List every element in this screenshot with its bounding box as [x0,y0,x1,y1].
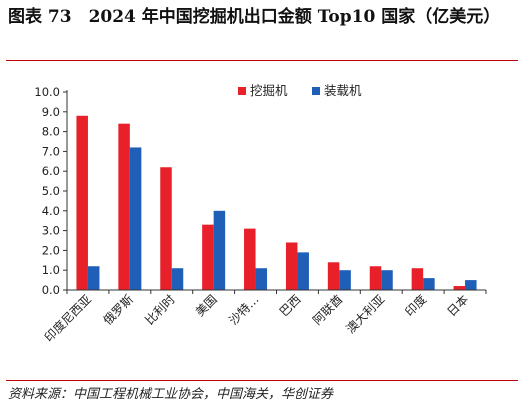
y-tick-label: 7.0 [42,144,60,158]
bar-loader [465,280,477,290]
y-tick-label: 5.0 [42,184,60,198]
bar-excavator [202,224,214,290]
bar-chart: 0.0 1.0 2.0 3.0 4.0 5.0 6.0 7.0 8.0 9.0 10.0 印度尼西亚… [34,83,487,345]
y-tick-label: 4.0 [42,204,60,218]
bar-loader [423,278,435,290]
x-tick-label: 日本 [444,292,471,319]
legend-label-loader: 装载机 [324,83,362,98]
bar-loader [297,252,309,290]
bottom-divider [6,380,518,381]
x-tick-label: 沙特… [226,292,262,328]
bar-loader [213,210,226,290]
x-tick-label: 美国 [193,292,220,319]
bar-loader [171,268,184,290]
x-tick-label: 比利时 [143,292,178,327]
bar-excavator [453,286,466,290]
y-axis-ticks: 0.0 1.0 2.0 3.0 4.0 5.0 6.0 7.0 8.0 9.0 10.0 [34,85,67,297]
x-tick-label: 澳大利亚 [344,292,388,336]
bar-excavator [369,266,382,290]
y-tick-label: 3.0 [42,224,60,238]
axes-group [66,90,487,294]
top-divider [6,60,518,61]
bar-excavator [244,228,256,290]
legend-label-excavator: 挖掘机 [250,83,288,98]
bars-group [76,115,477,291]
x-tick-label: 阿联酋 [309,292,345,328]
bar-loader [255,268,268,290]
bar-excavator [285,242,298,290]
y-tick-label: 9.0 [42,105,60,119]
x-tick-label: 印度尼西亚 [41,292,94,345]
legend-swatch-loader [312,87,320,95]
x-tick-label: 巴西 [277,292,304,319]
y-tick-label: 2.0 [42,243,60,257]
bar-excavator [76,115,88,290]
y-tick-label: 0.0 [42,283,60,297]
bar-loader [87,266,100,290]
chart-area: 0.0 1.0 2.0 3.0 4.0 5.0 6.0 7.0 8.0 9.0 10.0 印度尼西亚… [0,64,524,378]
bar-excavator [160,167,172,290]
bar-excavator [118,123,130,291]
bar-loader [381,270,393,290]
bar-excavator [411,268,424,290]
y-tick-label: 8.0 [42,125,60,139]
y-tick-label: 6.0 [42,164,60,178]
source-note: 资料来源：中国工程机械工业协会，中国海关，华创证券 [8,387,334,402]
bar-excavator [327,262,340,290]
chart-title: 图表 73 2024 年中国挖掘机出口金额 Top10 国家（亿美元） [8,7,501,27]
bar-loader [129,147,142,290]
x-tick-label: 印度 [402,292,430,320]
legend-swatch-excavator [238,87,246,95]
y-tick-label: 10.0 [34,85,60,99]
x-tick-label: 俄罗斯 [101,292,136,327]
bar-loader [339,270,351,290]
y-tick-label: 1.0 [42,263,60,277]
legend: 挖掘机 装载机 [238,83,362,98]
